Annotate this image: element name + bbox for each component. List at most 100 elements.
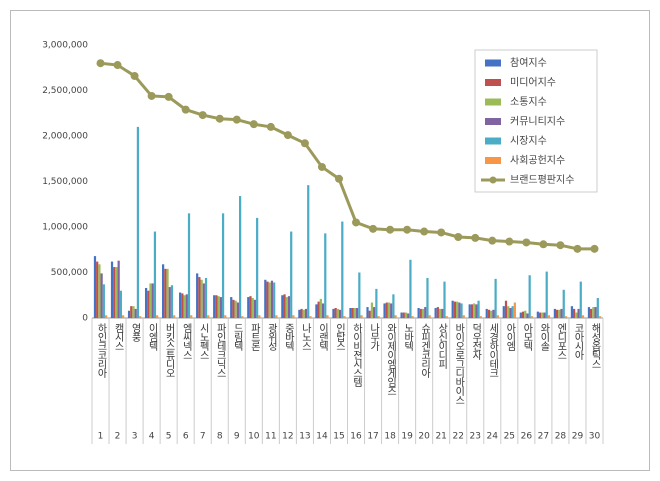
legend-label: 커뮤니티지수 [510,116,565,128]
rank-label: 15 [333,432,344,442]
bar [302,309,305,318]
line-point [130,71,139,80]
y-tick-label: 1,000,000 [42,223,88,233]
line-point [198,111,207,120]
bar [407,313,410,318]
bar [428,315,431,318]
bar [436,307,439,318]
y-tick-label: 0 [82,314,88,324]
bar [558,309,561,318]
bar [368,310,371,318]
bar [232,299,235,318]
bar [579,281,582,318]
bar [594,307,597,318]
bar [438,308,442,318]
line-point [454,233,463,242]
bar [207,315,210,318]
bar [292,315,295,318]
rank-label: 27 [538,432,549,442]
rank-label: 1 [98,432,104,442]
rank-label: 29 [572,432,584,442]
bar [555,309,559,318]
legend-swatch [485,59,501,67]
legend-label: 참여지수 [510,57,547,69]
bar [247,297,250,318]
line-point [403,225,412,234]
bar [581,315,585,318]
rank-label: 8 [217,432,223,442]
bar [513,302,516,318]
bar [253,299,257,318]
x-tick-label: 하인크코리아 [95,322,107,379]
bar [162,264,165,318]
bar [326,315,329,318]
bar [404,312,408,318]
bar [270,280,274,318]
line-point [300,139,309,148]
bar [387,302,391,318]
bar [475,304,478,318]
bar [334,307,337,318]
x-tick-label: 영풍 [129,323,141,342]
bar [502,306,505,318]
bar [156,315,159,318]
rank-label: 11 [265,432,276,442]
bar [458,302,461,318]
y-tick-label: 3,000,000 [42,41,88,51]
line-point [317,162,326,171]
bar [349,307,352,318]
rank-label: 28 [555,432,567,442]
bar [479,316,482,318]
x-tick-label: 캠시스 [112,323,124,350]
line-point [215,114,224,123]
bar [266,281,269,318]
legend-label: 사회공헌지수 [510,155,565,167]
line-point [556,241,565,250]
x-tick-label: 아모텍 [521,323,533,352]
legend-label: 미디어지수 [510,77,556,89]
bar [168,287,171,318]
rank-label: 7 [200,432,206,442]
bar [315,304,318,318]
bar [319,298,322,318]
bar [336,308,339,318]
bar [445,316,448,318]
line-point [573,244,582,253]
bar [443,281,446,318]
line-point [164,92,173,101]
x-tick-label: 엔디포스 [555,323,567,359]
bar [317,301,320,318]
x-tick-label: 덕우전자 [470,323,482,361]
bar [394,315,397,318]
bar [590,308,593,318]
bar [400,312,403,318]
rank-label: 5 [166,432,172,442]
bar [487,309,491,318]
bar [504,300,508,318]
x-tick-label: 광위성 [265,323,277,351]
bar [575,312,578,318]
bar [202,283,205,318]
bar [121,315,125,318]
bar [290,231,293,318]
bar [343,316,346,318]
y-tick-label: 2,000,000 [42,132,88,142]
bar [264,279,267,318]
line-point [437,228,446,237]
bar [402,312,405,318]
bar [411,316,414,318]
rank-label: 26 [521,432,533,442]
bar [541,312,544,318]
x-tick-label: 파인테크닉스 [214,323,226,377]
x-tick-label: 바이오로그디바이스 [453,323,465,404]
bar [573,308,576,318]
bar [521,311,525,318]
bar [409,259,412,318]
bar [198,277,201,318]
bar [564,316,568,318]
bar [200,279,203,318]
bar [185,294,188,318]
bar [360,315,363,318]
rank-label: 19 [401,432,413,442]
legend-swatch [485,98,501,106]
